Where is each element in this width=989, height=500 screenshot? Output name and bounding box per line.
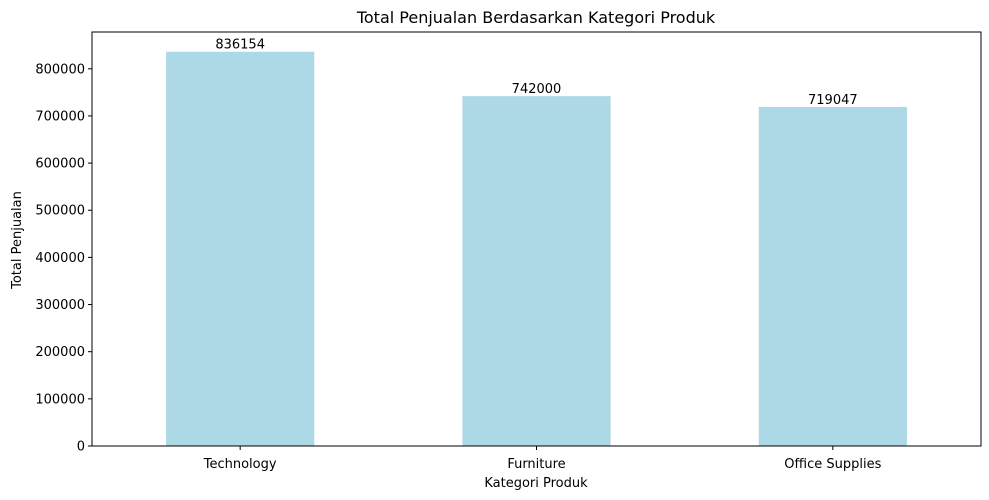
data-label-1: 742000 <box>512 82 562 97</box>
y-tick-label-4: 400000 <box>35 251 85 266</box>
x-tick-label-2: Office Supplies <box>784 457 881 472</box>
y-tick-label-0: 0 <box>77 440 85 455</box>
plot-area: 836154 742000 719047 0 100000 200000 300000 400… <box>35 31 982 472</box>
x-tick-label-0: Technology <box>203 457 277 472</box>
y-tick-label-7: 700000 <box>35 109 85 124</box>
y-tick-label-1: 100000 <box>35 392 85 407</box>
x-tick-label-1: Furniture <box>507 457 565 472</box>
y-tick-label-3: 300000 <box>35 298 85 313</box>
bar-1 <box>462 96 611 446</box>
y-tick-label-5: 500000 <box>35 204 85 219</box>
y-tick-label-8: 800000 <box>35 62 85 77</box>
y-axis-label: Total Penjualan <box>10 191 25 290</box>
bar-2 <box>758 106 907 446</box>
y-tick-label-6: 600000 <box>35 157 85 172</box>
chart-title: Total Penjualan Berdasarkan Kategori Pro… <box>356 8 716 27</box>
x-axis-label: Kategori Produk <box>484 476 588 491</box>
data-label-0: 836154 <box>215 38 265 53</box>
data-label-2: 719047 <box>808 93 858 108</box>
bar-0 <box>166 51 315 447</box>
y-tick-label-2: 200000 <box>35 345 85 360</box>
